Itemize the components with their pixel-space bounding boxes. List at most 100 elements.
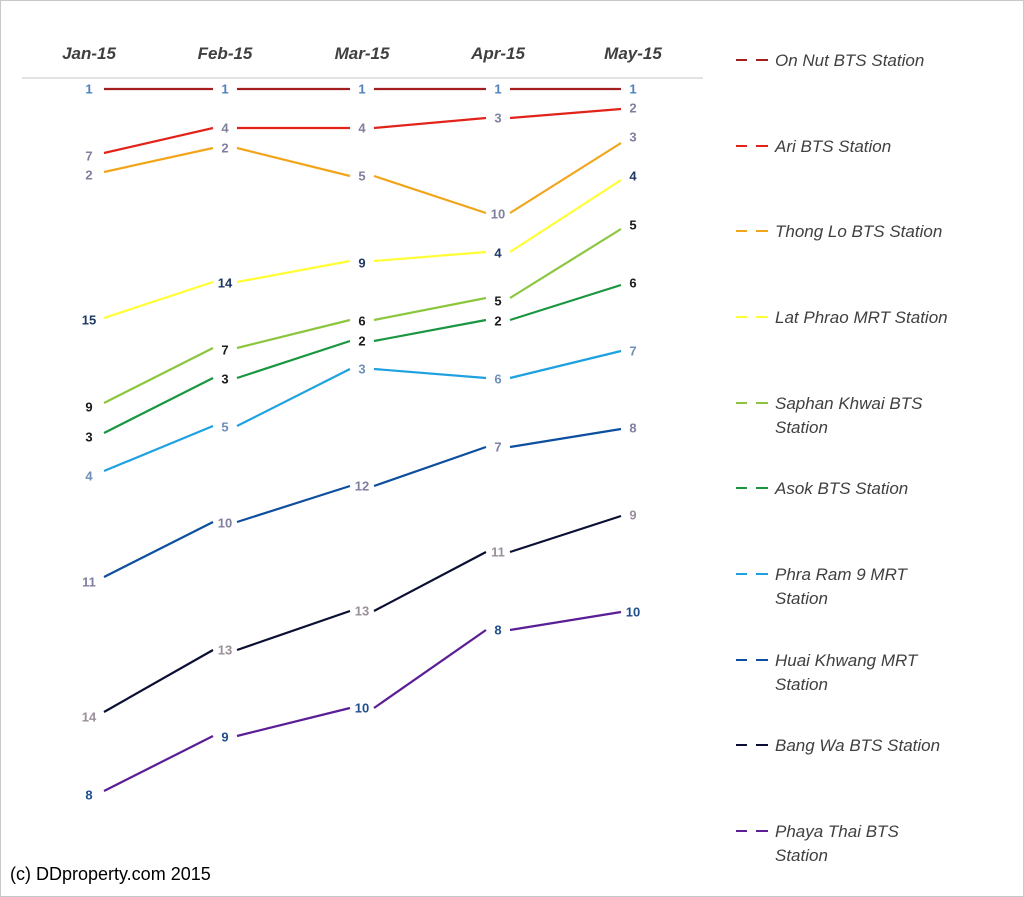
rank-label: 1 xyxy=(221,82,228,97)
rank-label: 2 xyxy=(629,101,636,116)
series-line-segment xyxy=(103,377,214,434)
series-line-segment xyxy=(373,318,487,343)
legend-label: Station xyxy=(775,846,828,865)
series-line-segment xyxy=(509,179,622,253)
series-line-segment xyxy=(373,174,487,215)
rank-label: 5 xyxy=(221,420,228,435)
series-line-segment xyxy=(236,368,351,427)
series-line-segment xyxy=(509,514,622,554)
series-line-segment xyxy=(509,107,622,120)
legend-label: Asok BTS Station xyxy=(774,479,908,498)
series-line-segment xyxy=(236,318,351,350)
rank-label: 4 xyxy=(494,246,502,261)
series-line-segment xyxy=(103,126,214,155)
series-line-segment xyxy=(373,116,487,130)
series-line-segment xyxy=(103,735,214,792)
rank-label: 2 xyxy=(494,314,501,329)
rank-label: 3 xyxy=(85,430,92,445)
legend-label: Phra Ram 9 MRT xyxy=(775,565,909,584)
rank-label: 1 xyxy=(629,82,636,97)
rank-label: 10 xyxy=(355,701,369,716)
series-line-segment xyxy=(373,367,487,380)
rank-label: 1 xyxy=(85,82,92,97)
rank-label: 6 xyxy=(358,314,365,329)
series-line-segment xyxy=(103,424,214,473)
series-line-segment xyxy=(509,610,622,632)
rank-label: 7 xyxy=(221,343,228,358)
legend-label: Thong Lo BTS Station xyxy=(775,222,942,241)
rank-label: 4 xyxy=(358,121,366,136)
rank-label: 14 xyxy=(82,710,97,725)
rank-label: 7 xyxy=(494,440,501,455)
rank-label: 1 xyxy=(494,82,501,97)
rank-label: 3 xyxy=(494,111,501,126)
legend-label: Station xyxy=(775,589,828,608)
series-line-segment xyxy=(103,521,214,578)
series-line-segment xyxy=(103,649,214,713)
legend-label: Station xyxy=(775,418,828,437)
rank-label: 9 xyxy=(629,508,636,523)
series-line-segment xyxy=(509,427,622,449)
legend-label: On Nut BTS Station xyxy=(775,51,924,70)
series-line-segment xyxy=(236,484,351,524)
rank-label: 7 xyxy=(629,344,636,359)
rank-label: 9 xyxy=(85,400,92,415)
series-line-segment xyxy=(509,228,622,299)
rank-label: 6 xyxy=(494,372,501,387)
rank-label: 1 xyxy=(358,82,365,97)
rank-label: 3 xyxy=(629,130,636,145)
rank-label: 15 xyxy=(82,313,96,328)
series-line-segment xyxy=(103,146,214,174)
category-label-apr-15: Apr-15 xyxy=(470,44,525,63)
category-label-feb-15: Feb-15 xyxy=(198,44,253,63)
rank-label: 2 xyxy=(358,334,365,349)
rank-label: 10 xyxy=(626,605,640,620)
series-line-segment xyxy=(236,259,351,284)
legend-label: Lat Phrao MRT Station xyxy=(775,308,948,327)
copyright-credit: (c) DDproperty.com 2015 xyxy=(10,864,211,884)
rank-label: 5 xyxy=(358,169,365,184)
legend-label: Bang Wa BTS Station xyxy=(775,736,940,755)
rank-label: 3 xyxy=(358,362,365,377)
series-line-segment xyxy=(373,629,487,709)
rank-label: 14 xyxy=(218,276,233,291)
series-line-segment xyxy=(236,146,351,178)
rank-label: 13 xyxy=(355,604,369,619)
series-line-segment xyxy=(509,142,622,214)
legend-label: Saphan Khwai BTS xyxy=(775,394,923,413)
series-line-segment xyxy=(236,339,351,380)
series-line-segment xyxy=(509,283,622,322)
rank-label: 7 xyxy=(85,149,92,164)
series-line-segment xyxy=(103,347,214,404)
series-line-segment xyxy=(509,349,622,380)
rank-label: 2 xyxy=(85,168,92,183)
rank-label: 8 xyxy=(85,788,92,803)
series-line-segment xyxy=(236,609,351,652)
legend-label: Huai Khwang MRT xyxy=(775,651,919,670)
category-label-mar-15: Mar-15 xyxy=(335,44,390,63)
legend-label: Ari BTS Station xyxy=(774,137,891,156)
rank-label: 3 xyxy=(221,372,228,387)
category-label-may-15: May-15 xyxy=(604,44,662,63)
legend-label: Station xyxy=(775,675,828,694)
rank-label: 9 xyxy=(358,256,365,271)
rank-label: 4 xyxy=(85,469,93,484)
rank-label: 5 xyxy=(494,294,501,309)
category-label-jan-15: Jan-15 xyxy=(62,44,116,63)
series-line-segment xyxy=(236,706,351,738)
rank-label: 8 xyxy=(494,623,501,638)
rank-label: 13 xyxy=(218,643,232,658)
rank-label: 2 xyxy=(221,141,228,156)
rank-label: 4 xyxy=(629,169,637,184)
rank-label: 10 xyxy=(218,516,232,531)
rank-label: 11 xyxy=(82,575,96,590)
series-line-segment xyxy=(103,280,214,320)
rank-label: 11 xyxy=(491,545,505,560)
rank-label: 10 xyxy=(491,207,505,222)
rank-label: 12 xyxy=(355,479,369,494)
rank-label: 8 xyxy=(629,421,636,436)
series-line-segment xyxy=(373,445,487,488)
rank-label: 9 xyxy=(221,730,228,745)
